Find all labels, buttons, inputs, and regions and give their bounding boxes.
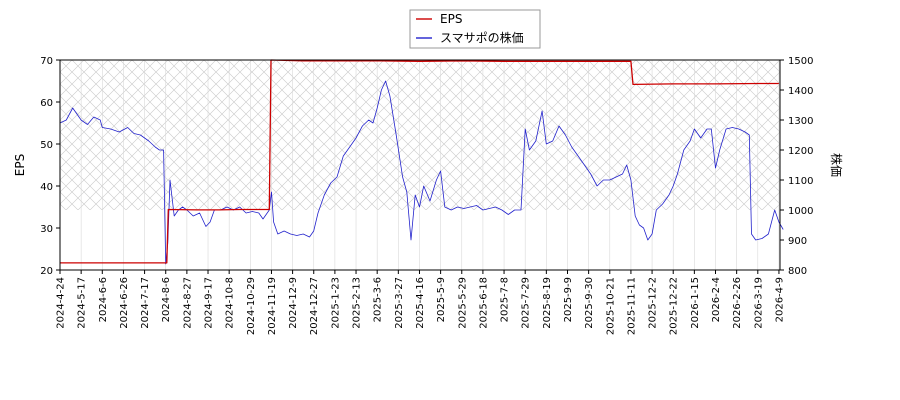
left-axis: 20 30 40 50 60 70 bbox=[40, 56, 60, 277]
x-tick-label: 2025-9-30 bbox=[584, 277, 595, 329]
x-tick-label: 2024-7-17 bbox=[140, 277, 151, 329]
x-tick-label: 2025-10-21 bbox=[605, 277, 616, 335]
x-tick-label: 2025-5-9 bbox=[436, 277, 447, 322]
x-tick-label: 2024-8-6 bbox=[161, 277, 172, 322]
x-tick-label: 2026-2-26 bbox=[732, 277, 743, 329]
right-axis-title: 株価 bbox=[829, 153, 844, 177]
right-tick-label: 1500 bbox=[788, 56, 813, 67]
x-tick-label: 2024-6-26 bbox=[119, 277, 130, 329]
plot-hatch-region bbox=[60, 60, 780, 210]
eps-line bbox=[60, 59, 779, 264]
x-tick-label: 2024-12-9 bbox=[288, 277, 299, 329]
x-tick-label: 2025-2-13 bbox=[352, 277, 363, 329]
x-tick-label: 2025-3-27 bbox=[394, 277, 405, 329]
left-tick-label: 20 bbox=[40, 266, 53, 277]
left-tick-label: 50 bbox=[40, 140, 53, 151]
right-tick-label: 1300 bbox=[788, 116, 813, 127]
right-axis: 800 900 1000 1100 1200 1300 1400 1500 bbox=[780, 56, 813, 277]
x-axis: 2024-4-24 2024-5-17 2024-6-6 2024-6-26 2024-… bbox=[56, 270, 785, 335]
legend-eps-label: EPS bbox=[440, 12, 462, 26]
x-tick-label: 2024-10-8 bbox=[225, 277, 236, 329]
left-tick-label: 70 bbox=[40, 56, 53, 67]
left-tick-label: 60 bbox=[40, 98, 53, 109]
x-tick-label: 2025-6-18 bbox=[478, 277, 489, 329]
x-tick-label: 2026-4-9 bbox=[774, 277, 785, 322]
x-tick-label: 2025-8-19 bbox=[542, 277, 553, 329]
legend: EPS スマサポの株価 bbox=[409, 9, 541, 49]
x-tick-label: 2024-5-17 bbox=[77, 277, 88, 329]
x-tick-label: 2025-11-11 bbox=[626, 277, 637, 335]
x-tick-label: 2024-10-29 bbox=[246, 277, 257, 335]
x-tick-label: 2025-4-16 bbox=[415, 277, 426, 329]
x-tick-label: 2025-9-9 bbox=[563, 277, 574, 322]
x-tick-label: 2026-3-19 bbox=[753, 277, 764, 329]
x-tick-label: 2024-11-19 bbox=[267, 277, 278, 335]
right-tick-label: 1200 bbox=[788, 146, 813, 157]
right-tick-label: 900 bbox=[788, 236, 807, 247]
right-tick-label: 1400 bbox=[788, 86, 813, 97]
right-tick-label: 1100 bbox=[788, 176, 813, 187]
x-tick-label: 2024-12-27 bbox=[309, 277, 320, 335]
price-line bbox=[59, 80, 784, 265]
right-tick-label: 800 bbox=[788, 266, 807, 277]
right-tick-label: 1000 bbox=[788, 206, 813, 217]
x-tick-label: 2024-6-6 bbox=[98, 277, 109, 322]
x-tick-label: 2024-8-27 bbox=[182, 277, 193, 329]
x-tick-label: 2025-5-29 bbox=[457, 277, 468, 329]
x-tick-label: 2024-9-17 bbox=[204, 277, 215, 329]
left-tick-label: 30 bbox=[40, 224, 53, 235]
x-tick-label: 2025-12-2 bbox=[648, 277, 659, 329]
x-tick-label: 2026-2-4 bbox=[711, 277, 722, 322]
series-group bbox=[59, 59, 784, 265]
x-tick-label: 2025-12-22 bbox=[669, 277, 680, 335]
x-tick-label: 2024-4-24 bbox=[56, 277, 67, 329]
x-tick-label: 2025-7-29 bbox=[521, 277, 532, 329]
x-gridlines bbox=[59, 60, 780, 270]
legend-price-label: スマサポの株価 bbox=[440, 30, 524, 45]
left-axis-title: EPS bbox=[13, 154, 27, 176]
x-tick-label: 2025-3-6 bbox=[373, 277, 384, 322]
left-tick-label: 40 bbox=[40, 182, 53, 193]
plot-frame bbox=[59, 59, 781, 271]
x-tick-label: 2025-1-23 bbox=[330, 277, 341, 329]
x-tick-label: 2026-1-15 bbox=[690, 277, 701, 329]
x-tick-label: 2025-7-8 bbox=[500, 277, 511, 322]
